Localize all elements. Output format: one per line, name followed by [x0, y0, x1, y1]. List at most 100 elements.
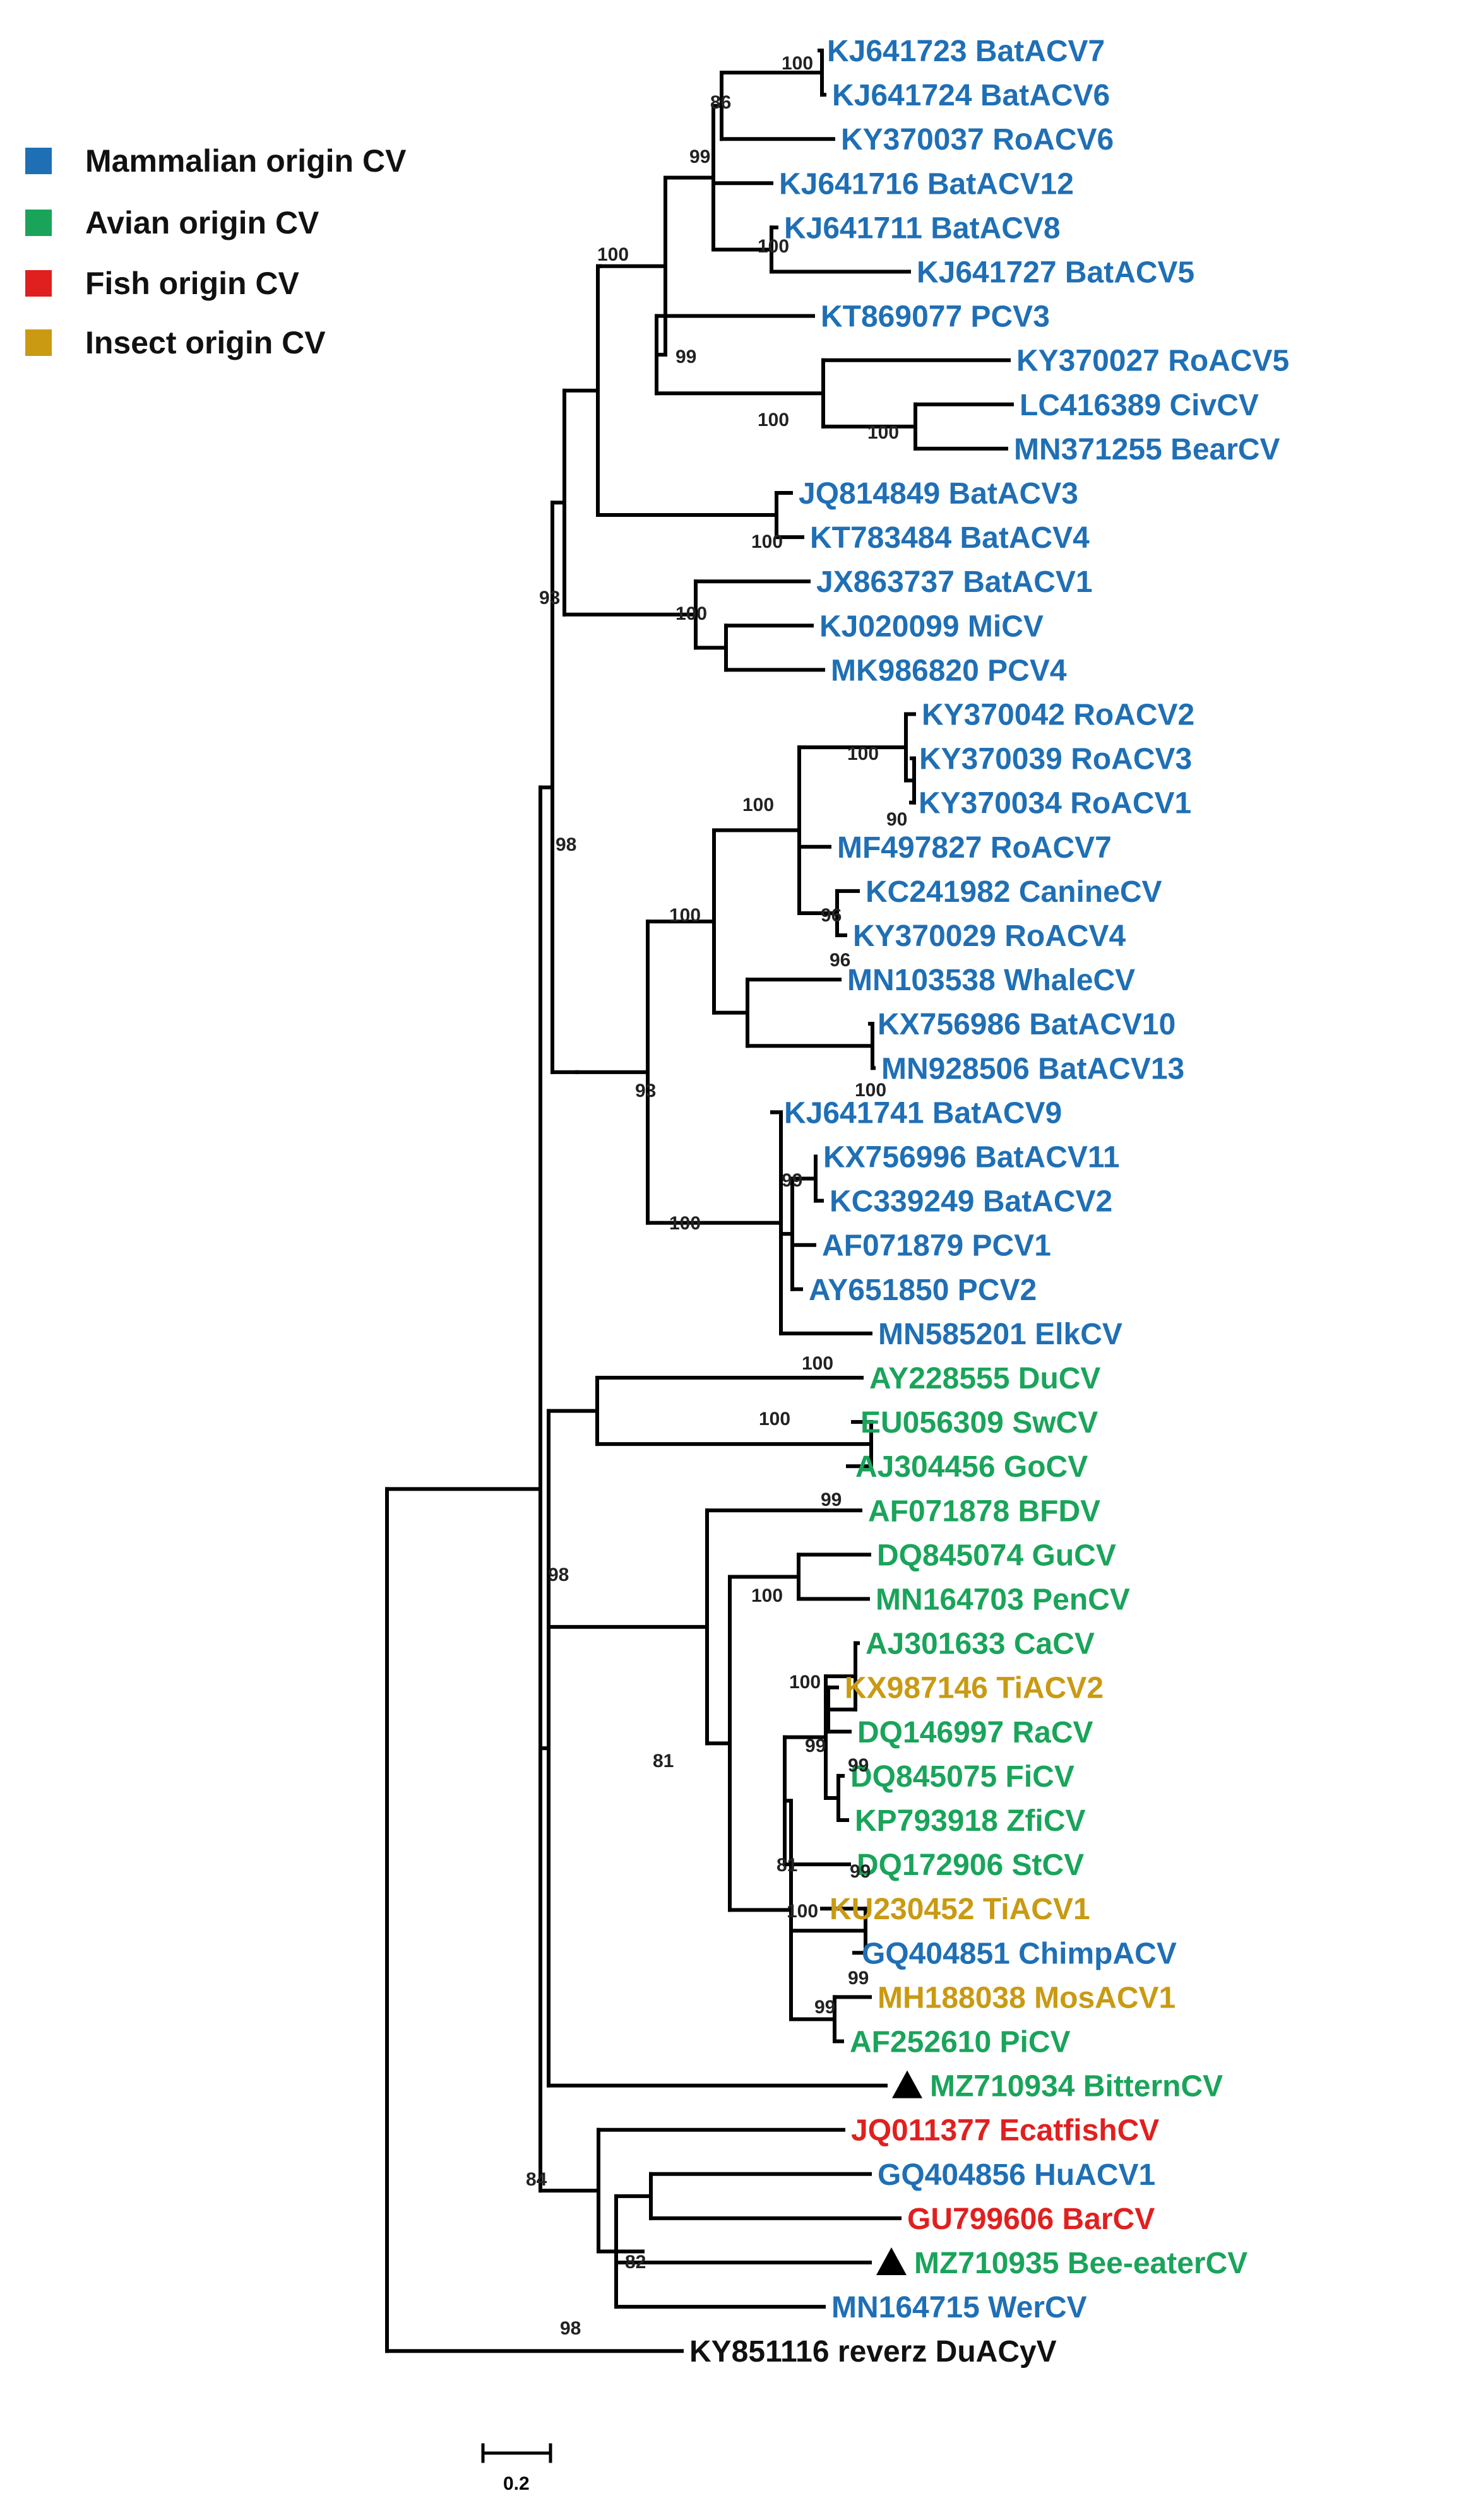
scale-bar: 0.2 [481, 2443, 552, 2494]
legend-label-avian: Avian origin CV [85, 205, 319, 240]
leaf-label: AF071878 BFDV [868, 1494, 1100, 1528]
bootstrap-value: 100 [787, 1901, 818, 1922]
bootstrap-values: 100 86 99 100 100 99 100 100 100 93 100 100 90 100 96 9… [526, 53, 907, 2339]
leaf-label: AJ301633 CaCV [866, 1628, 1095, 1661]
bootstrap-value: 96 [830, 950, 850, 971]
leaf-label: KJ641723 BatACV7 [827, 35, 1105, 68]
leaf-label: GQ404851 ChimpACV [862, 1937, 1177, 1970]
bootstrap-value: 99 [689, 146, 710, 167]
bootstrap-value: 99 [850, 1861, 871, 1882]
leaf-label: AF071879 PCV1 [822, 1229, 1051, 1263]
new-sequence-marker-icon [892, 2070, 922, 2098]
leaf-label: MN585201 ElkCV [878, 1318, 1122, 1351]
leaf-label: AY228555 DuCV [869, 1362, 1100, 1395]
leaf-label: MN928506 BatACV13 [881, 1052, 1184, 1085]
leaf-label: JQ814849 BatACV3 [799, 477, 1078, 511]
bootstrap-value: 100 [782, 53, 813, 74]
leaf-label: EU056309 SwCV [860, 1406, 1098, 1440]
tree-leaf-labels: KJ641723 BatACV7 KJ641724 BatACV6 KY370037… [689, 35, 1289, 2369]
bootstrap-value: 98 [556, 834, 576, 855]
bootstrap-value: 99 [848, 1755, 869, 1776]
legend-swatch-fish [25, 270, 52, 297]
leaf-label: KY370039 RoACV3 [919, 743, 1192, 776]
leaf-label: LC416389 CivCV [1020, 389, 1259, 422]
bootstrap-value: 99 [814, 1997, 835, 2018]
leaf-label: KJ020099 MiCV [819, 610, 1044, 643]
leaf-label: MZ710934 BitternCV [930, 2070, 1223, 2103]
bootstrap-value: 100 [867, 422, 899, 443]
bootstrap-value: 100 [802, 1353, 833, 1374]
leaf-label: KP793918 ZfiCV [855, 1804, 1086, 1838]
bootstrap-value: 100 [758, 410, 789, 430]
leaf-label: MN164703 PenCV [876, 1583, 1130, 1617]
leaf-label: KJ641711 BatACV8 [784, 211, 1061, 245]
leaf-label: KC339249 BatACV2 [830, 1185, 1112, 1219]
bootstrap-value: 99 [675, 346, 696, 367]
leaf-label: KT783484 BatACV4 [810, 521, 1090, 555]
bootstrap-value: 98 [560, 2318, 581, 2339]
bootstrap-value: 90 [886, 809, 907, 830]
leaf-label: DQ845075 FiCV [850, 1760, 1074, 1794]
bootstrap-value: 100 [855, 1080, 886, 1101]
bootstrap-value: 96 [821, 905, 842, 926]
leaf-label: KX756986 BatACV10 [878, 1008, 1175, 1041]
bootstrap-value: 93 [539, 588, 560, 608]
legend-swatch-insect [25, 329, 52, 356]
leaf-label: KT869077 PCV3 [821, 300, 1050, 334]
leaf-label: KX987146 TiACV2 [845, 1672, 1104, 1705]
leaf-label: GQ404856 HuACV1 [878, 2158, 1155, 2192]
bootstrap-value: 100 [758, 236, 789, 257]
leaf-label: MN103538 WhaleCV [847, 964, 1135, 997]
leaf-label: JX863737 BatACV1 [816, 565, 1093, 599]
bootstrap-value: 82 [625, 2252, 646, 2273]
leaf-label: KY370029 RoACV4 [853, 920, 1126, 953]
bootstrap-value: 81 [653, 1751, 674, 1772]
legend-label-fish: Fish origin CV [85, 266, 300, 301]
bootstrap-value: 86 [710, 92, 731, 113]
bootstrap-value: 100 [669, 1213, 701, 1234]
scale-bar-label: 0.2 [503, 2473, 530, 2494]
leaf-label: KJ641724 BatACV6 [832, 79, 1110, 112]
legend-swatch-mammalian [25, 148, 52, 174]
bootstrap-value: 100 [669, 905, 701, 926]
bootstrap-value: 99 [782, 1170, 802, 1191]
leaf-label: MF497827 RoACV7 [837, 831, 1112, 865]
legend-swatch-avian [25, 210, 52, 236]
bootstrap-value: 100 [751, 531, 783, 552]
leaf-label: DQ845074 GuCV [877, 1539, 1116, 1572]
leaf-label: MK986820 PCV4 [831, 654, 1067, 687]
leaf-label: MZ710935 Bee-eaterCV [914, 2247, 1247, 2280]
leaf-label: KC241982 CanineCV [866, 875, 1162, 909]
leaf-label: AJ304456 GoCV [855, 1450, 1088, 1484]
bootstrap-value: 93 [635, 1080, 656, 1101]
bootstrap-value: 100 [675, 603, 707, 624]
tree-branches [385, 49, 1014, 2353]
leaf-label: KY370042 RoACV2 [922, 699, 1194, 732]
legend-label-mammalian: Mammalian origin CV [85, 143, 407, 179]
leaf-label: MN371255 BearCV [1014, 433, 1280, 466]
leaf-label: KJ641741 BatACV9 [784, 1096, 1062, 1130]
bootstrap-value: 99 [848, 1968, 869, 1989]
leaf-label: GU799606 BarCV [907, 2203, 1155, 2236]
leaf-label: KJ641727 BatACV5 [917, 256, 1194, 290]
leaf-label: KY370027 RoACV5 [1016, 345, 1289, 378]
leaf-label: KY851116 reverz DuACyV [689, 2335, 1057, 2369]
leaf-label: KY370034 RoACV1 [919, 787, 1191, 820]
leaf-label: JQ011377 EcatfishCV [851, 2114, 1159, 2148]
leaf-label: KX756996 BatACV11 [823, 1141, 1120, 1174]
leaf-label: KU230452 TiACV1 [830, 1893, 1090, 1926]
leaf-label: MN164715 WerCV [831, 2291, 1087, 2324]
bootstrap-value: 100 [751, 1585, 783, 1606]
bootstrap-value: 99 [821, 1489, 842, 1510]
leaf-label: AF252610 PiCV [850, 2026, 1071, 2059]
leaf-label: MH188038 MosACV1 [878, 1981, 1175, 2014]
bootstrap-value: 100 [847, 743, 879, 764]
leaf-label: KJ641716 BatACV12 [779, 167, 1074, 201]
bootstrap-value: 98 [548, 1565, 569, 1585]
leaf-label: AY651850 PCV2 [809, 1274, 1037, 1307]
bootstrap-value: 99 [805, 1736, 826, 1756]
bootstrap-value: 100 [597, 244, 629, 265]
legend-label-insect: Insect origin CV [85, 325, 326, 360]
bootstrap-value: 100 [789, 1672, 821, 1693]
